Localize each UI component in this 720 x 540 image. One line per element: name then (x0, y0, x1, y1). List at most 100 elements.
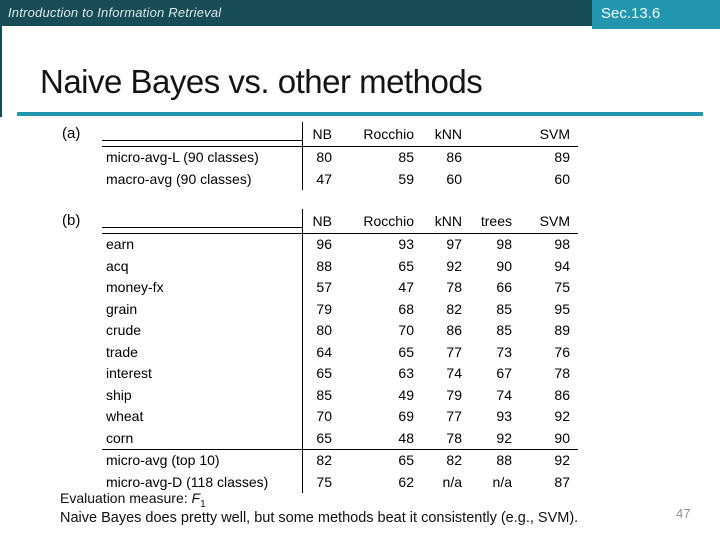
cell-value: 90 (554, 429, 570, 446)
cell-value: 79 (446, 386, 462, 403)
table-row: crude 80 70 86 85 89 (102, 320, 578, 342)
row-label: crude (102, 320, 303, 342)
f1-symbol: F (191, 490, 201, 506)
table-row: micro-avg (top 10) 82 65 82 88 92 (102, 449, 578, 472)
section-badge: Sec.13.6 (592, 0, 720, 29)
cell-value: 82 (422, 449, 470, 472)
table-row: trade 64 65 77 73 76 (102, 341, 578, 363)
cell-value: 78 (554, 365, 570, 382)
table-a-tag: (a) (62, 125, 81, 142)
row-label: trade (102, 341, 303, 363)
column-header-svm: SVM (470, 122, 578, 147)
f1-subscript: 1 (200, 498, 206, 510)
page-number: 47 (676, 506, 691, 521)
cell-value: 96 (316, 236, 332, 253)
row-label: ship (102, 384, 303, 406)
cell-value: 65 (398, 343, 414, 360)
cell-value: 78 (446, 429, 462, 446)
evaluation-measure-line: Evaluation measure: F1 (60, 490, 206, 510)
row-label: corn (102, 427, 303, 450)
cell-value: n/a (442, 473, 462, 490)
cell-value: 73 (496, 343, 512, 360)
cell-value: 89 (554, 322, 570, 339)
table-row: interest 65 63 74 67 78 (102, 363, 578, 385)
cell-value: n/a (492, 473, 512, 490)
table-a-corner-cell (102, 122, 303, 147)
cell-value: 88 (316, 257, 332, 274)
table-b-section: (b) NB Rocchio kNN trees SVM earn 96 93 97 9… (62, 209, 578, 493)
cell-value: 69 (398, 408, 414, 425)
table-row: grain 79 68 82 85 95 (102, 298, 578, 320)
cell-value: 80 (316, 322, 332, 339)
cell-value: 80 (316, 149, 332, 166)
column-header-knn: kNN (422, 209, 470, 234)
slide-title: Naive Bayes vs. other methods (40, 63, 483, 100)
cell-value: 48 (398, 429, 414, 446)
cell-value: 59 (398, 170, 414, 187)
table-row: corn 65 48 78 92 90 (102, 427, 578, 450)
table-b: NB Rocchio kNN trees SVM earn 96 93 97 98 98 a… (102, 209, 578, 493)
leader-line (102, 140, 302, 141)
cell-value: 79 (316, 300, 332, 317)
cell-value: 82 (302, 449, 340, 472)
cell-value: 88 (470, 449, 520, 472)
cell-value: 65 (398, 257, 414, 274)
cell-value: 66 (496, 279, 512, 296)
cell-value: 85 (398, 149, 414, 166)
cell-value: 60 (554, 170, 570, 187)
cell-value: 93 (496, 408, 512, 425)
cell-value: 76 (554, 343, 570, 360)
left-accent-line (0, 0, 2, 117)
title-underline (17, 112, 703, 116)
cell-value: 68 (398, 300, 414, 317)
cell-value: 86 (446, 322, 462, 339)
cell-value: 49 (398, 386, 414, 403)
table-row: acq 88 65 92 90 94 (102, 255, 578, 277)
row-label: wheat (102, 406, 303, 428)
row-label: interest (102, 363, 303, 385)
cell-value: 74 (446, 365, 462, 382)
cell-value: 65 (316, 429, 332, 446)
row-label: money-fx (102, 277, 303, 299)
cell-value: 89 (554, 149, 570, 166)
cell-value: 92 (554, 408, 570, 425)
row-label: micro-avg (top 10) (102, 449, 303, 472)
column-header-knn: kNN (422, 122, 470, 147)
table-a-section: (a) NB Rocchio kNN SVM micro-avg-L (90 c… (62, 122, 578, 190)
cell-value: 75 (554, 279, 570, 296)
cell-value: 75 (316, 473, 332, 490)
cell-value: 90 (496, 257, 512, 274)
cell-value: 70 (398, 322, 414, 339)
cell-value: 64 (316, 343, 332, 360)
leader-line (102, 227, 302, 228)
cell-value: 95 (554, 300, 570, 317)
cell-value: 98 (554, 236, 570, 253)
cell-value: 47 (316, 170, 332, 187)
cell-value: 98 (496, 236, 512, 253)
cell-value: 70 (316, 408, 332, 425)
cell-value: 97 (446, 236, 462, 253)
table-b-tag: (b) (62, 212, 81, 229)
row-label: micro-avg-L (90 classes) (102, 146, 303, 169)
course-title: Introduction to Information Retrieval (8, 5, 222, 20)
table-b-header-row: NB Rocchio kNN trees SVM (102, 209, 578, 234)
table-a: NB Rocchio kNN SVM micro-avg-L (90 class… (102, 122, 578, 190)
row-label: grain (102, 298, 303, 320)
cell-value: 74 (496, 386, 512, 403)
cell-value: 57 (316, 279, 332, 296)
row-label: macro-avg (90 classes) (102, 168, 303, 190)
cell-value: 86 (554, 386, 570, 403)
table-row: wheat 70 69 77 93 92 (102, 406, 578, 428)
cell-value: 87 (554, 473, 570, 490)
cell-value: 67 (496, 365, 512, 382)
table-row: micro-avg-L (90 classes) 80 85 86 89 (102, 146, 578, 169)
cell-value: 92 (520, 449, 578, 472)
cell-value: 82 (446, 300, 462, 317)
cell-value: 92 (496, 429, 512, 446)
cell-value: 65 (316, 365, 332, 382)
table-row: money-fx 57 47 78 66 75 (102, 277, 578, 299)
cell-value: 85 (316, 386, 332, 403)
cell-value: 85 (496, 322, 512, 339)
cell-value: 94 (554, 257, 570, 274)
